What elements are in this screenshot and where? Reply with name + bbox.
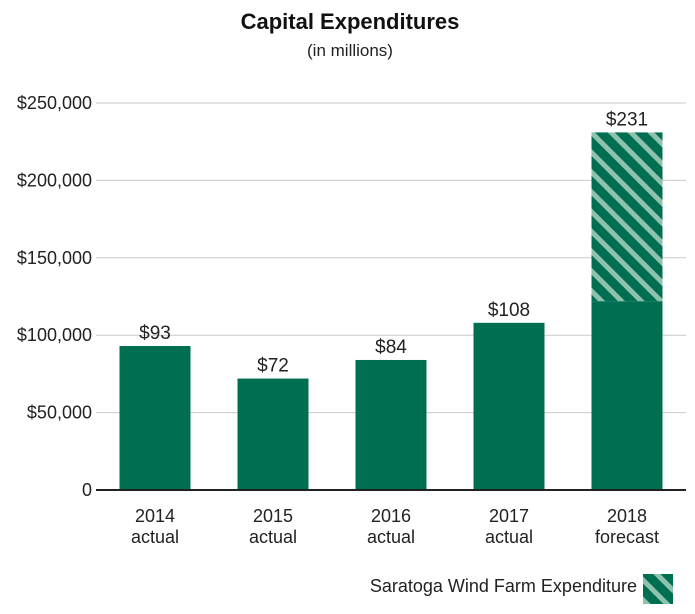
chart-title: Capital Expenditures — [241, 9, 460, 34]
x-axis-categories: 2014actual2015actual2016actual2017actual… — [131, 506, 659, 547]
data-labels: $93 $72 $84 $108 $231 — [139, 109, 648, 376]
y-tick-label: $250,000 — [17, 93, 92, 113]
data-label-2015: $72 — [257, 356, 289, 377]
legend-label: Saratoga Wind Farm Expenditure — [370, 576, 637, 596]
bar-2018-wind-farm — [591, 132, 663, 302]
x-tick-year: 2017 — [489, 506, 529, 526]
x-tick-note: actual — [131, 527, 179, 547]
legend-swatch — [643, 574, 673, 604]
y-tick-label: $100,000 — [17, 325, 92, 345]
x-tick-year: 2015 — [253, 506, 293, 526]
y-tick-label: 0 — [82, 480, 92, 500]
x-tick-year: 2014 — [135, 506, 175, 526]
x-tick-year: 2016 — [371, 506, 411, 526]
y-tick-label: $50,000 — [27, 403, 92, 423]
bar-2014 — [119, 346, 191, 490]
y-tick-label: $200,000 — [17, 170, 92, 190]
bars — [119, 132, 663, 490]
bar-2015 — [237, 378, 309, 490]
data-label-2017: $108 — [488, 300, 530, 321]
data-label-2014: $93 — [139, 323, 171, 344]
chart-subtitle: (in millions) — [307, 41, 393, 60]
x-tick-note: forecast — [595, 527, 659, 547]
y-tick-label: $150,000 — [17, 248, 92, 268]
bar-2017 — [473, 322, 545, 490]
bar-2018 — [591, 301, 663, 490]
x-tick-note: actual — [367, 527, 415, 547]
data-label-2018: $231 — [606, 109, 648, 130]
bar-2016 — [355, 359, 427, 490]
y-axis-ticks: 0 $50,000 $100,000 $150,000 $200,000 $250,000 — [17, 93, 92, 500]
gridlines — [96, 102, 686, 414]
x-tick-year: 2018 — [607, 506, 647, 526]
x-tick-note: actual — [249, 527, 297, 547]
data-label-2016: $84 — [375, 337, 407, 358]
x-tick-note: actual — [485, 527, 533, 547]
